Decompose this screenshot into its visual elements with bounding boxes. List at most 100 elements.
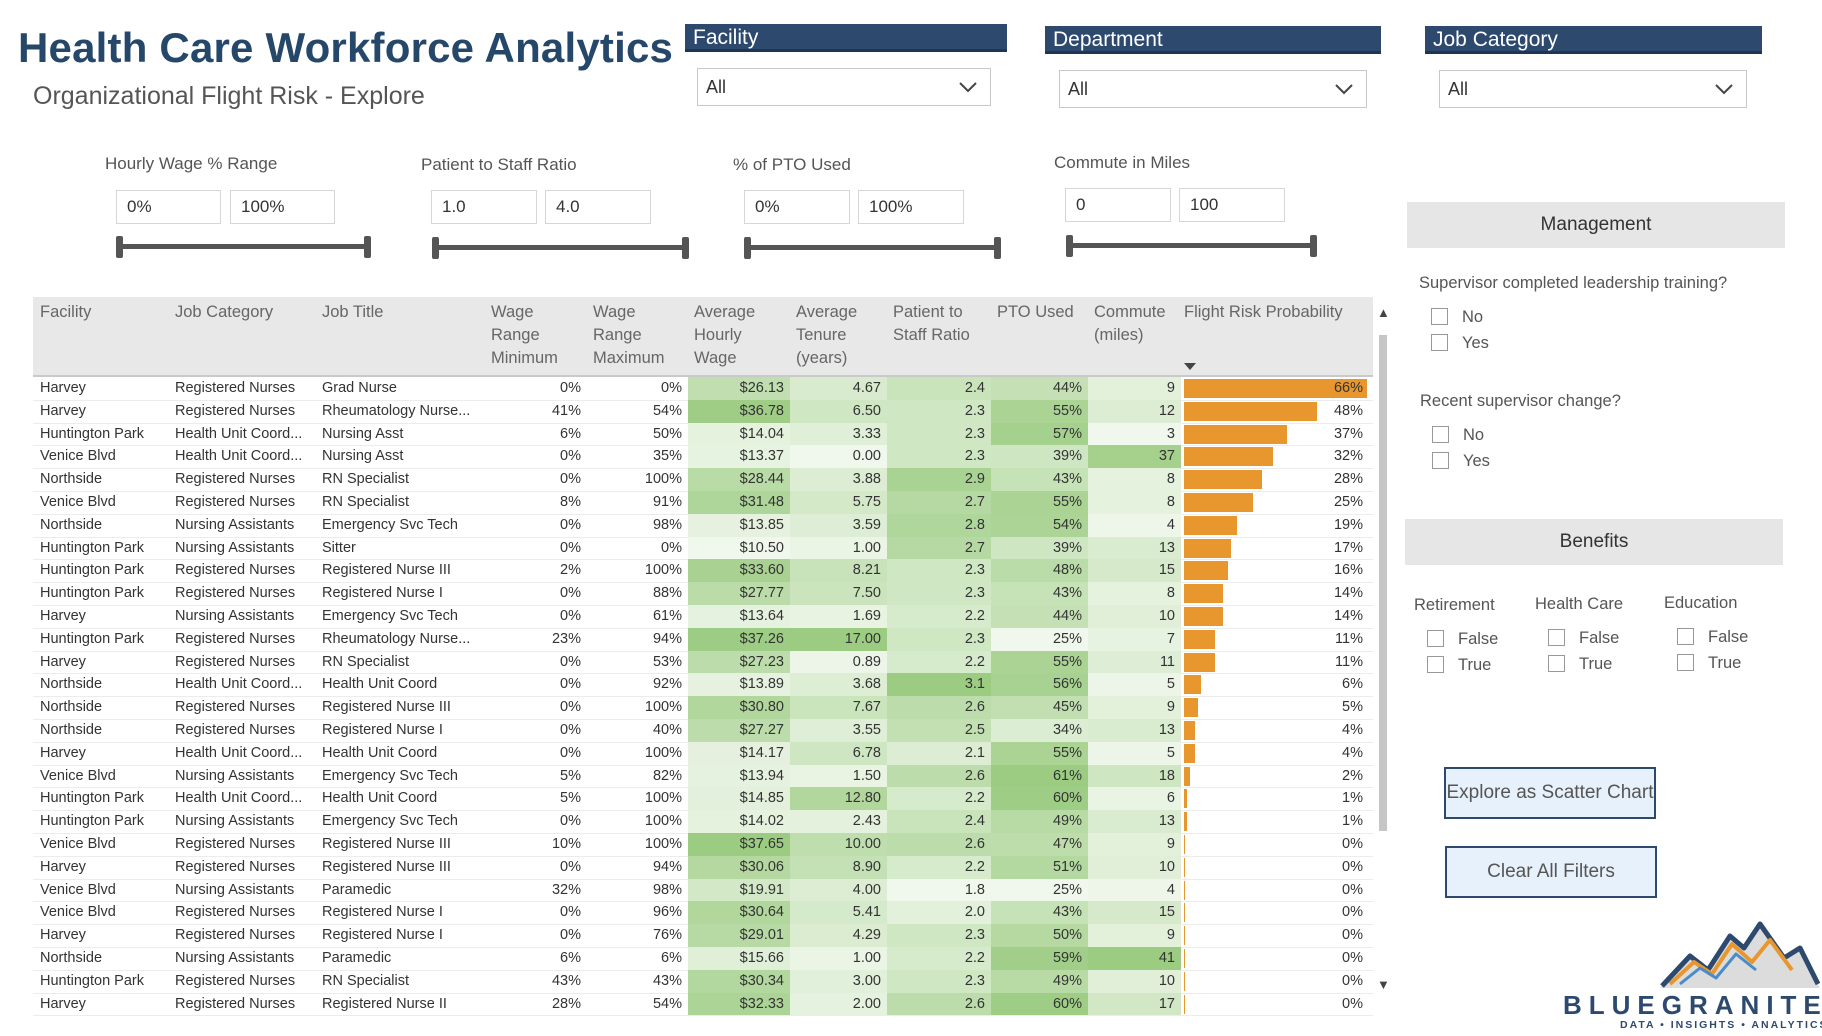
table-row[interactable]: Venice Blvd Registered Nurses Registered N… (33, 833, 1373, 857)
supervisor-change-yes-option[interactable]: Yes (1432, 449, 1490, 473)
checkbox[interactable] (1677, 654, 1694, 671)
retirement-false-option[interactable]: False (1427, 627, 1498, 651)
commute-slider-min-handle[interactable] (1066, 235, 1073, 257)
table-row[interactable]: Venice Blvd Nursing Assistants Emergency S… (33, 764, 1373, 789)
flight-risk-bar (1184, 401, 1318, 421)
table-row[interactable]: Huntington Park Registered Nurses Rheumato… (33, 627, 1373, 652)
table-cell: Registered Nurses (175, 380, 296, 396)
column-header[interactable]: Commute (miles) (1094, 303, 1166, 344)
checkbox[interactable] (1548, 655, 1565, 672)
table-row[interactable]: Huntington Park Nursing Assistants Sitter 0… (33, 536, 1373, 561)
table-cell: Registered Nurses (175, 402, 296, 419)
column-header[interactable]: Job Category (175, 303, 274, 321)
checkbox[interactable] (1548, 629, 1565, 646)
column-header[interactable]: Facility (40, 303, 92, 321)
commute-slider-max-handle[interactable] (1310, 235, 1317, 257)
table-row[interactable]: Northside Health Unit Coord... Health Unit… (33, 673, 1373, 698)
hourly-wage-slider-max-handle[interactable] (364, 236, 371, 258)
patient-staff-ratio-slider-min-handle[interactable] (432, 237, 439, 259)
leadership-training-no-option[interactable]: No (1431, 305, 1483, 329)
explore-scatter-chart-button[interactable]: Explore as Scatter Chart (1444, 767, 1656, 819)
pto-used-min-input[interactable]: 0% (744, 190, 850, 224)
table-row[interactable]: Harvey Registered Nurses Registered Nurse … (33, 924, 1373, 948)
column-header[interactable]: Patient to Staff Ratio (893, 303, 970, 344)
patient-staff-ratio-slider-track[interactable] (436, 245, 686, 250)
table-row[interactable]: Huntington Park Registered Nurses Register… (33, 559, 1373, 584)
patient-staff-ratio-min-input[interactable]: 1.0 (431, 190, 537, 224)
commute-max-input[interactable]: 100 (1179, 188, 1285, 222)
table-row[interactable]: Huntington Park Registered Nurses Register… (33, 582, 1373, 606)
table-row[interactable]: Harvey Health Unit Coord... Health Unit Co… (33, 741, 1373, 766)
table-row[interactable]: Venice Blvd Registered Nurses RN Specialis… (33, 491, 1373, 515)
job-category-dropdown[interactable]: All (1439, 70, 1747, 108)
department-dropdown[interactable]: All (1059, 70, 1367, 108)
supervisor-change-no-option[interactable]: No (1432, 423, 1484, 447)
table-row[interactable]: Venice Blvd Registered Nurses Registered N… (33, 901, 1373, 926)
scroll-down-icon[interactable]: ▼ (1377, 977, 1390, 992)
column-header[interactable]: Flight Risk Probability (1184, 303, 1343, 321)
health-care-false-option[interactable]: False (1548, 626, 1619, 650)
table-cell: Registered Nurse III (322, 836, 451, 852)
sort-descending-icon[interactable] (1184, 363, 1196, 370)
table-row[interactable]: Venice Blvd Health Unit Coord... Nursing A… (33, 445, 1373, 470)
table-row[interactable]: Northside Nursing Assistants Paramedic 6% 6%… (33, 947, 1373, 971)
scrollbar-thumb[interactable] (1379, 335, 1387, 831)
table-cell: 100% (644, 836, 682, 852)
table-scrollbar[interactable]: ▲ ▼ (1377, 305, 1390, 995)
option-label: No (1463, 426, 1485, 444)
table-row[interactable]: Huntington Park Nursing Assistants Emergen… (33, 810, 1373, 834)
column-header[interactable]: Average Tenure (years) (796, 303, 858, 367)
table-row[interactable]: Harvey Registered Nurses Rheumatology Nurs… (33, 399, 1373, 424)
flight-risk-value: 14% (1333, 585, 1363, 602)
table-row[interactable]: Northside Registered Nurses Registered Nur… (33, 696, 1373, 720)
education-false-option[interactable]: False (1677, 625, 1748, 649)
table-row[interactable]: Harvey Registered Nurses Registered Nurse … (33, 855, 1373, 880)
pto-used-max-input[interactable]: 100% (858, 190, 964, 224)
checkbox[interactable] (1432, 426, 1449, 443)
hourly-wage-slider-track[interactable] (120, 244, 368, 249)
commute-min-input[interactable]: 0 (1065, 188, 1171, 222)
column-header[interactable]: Wage Range Minimum (491, 303, 558, 367)
logo-wordmark: BLUEGRANITE (1563, 990, 1822, 1020)
column-header[interactable]: Wage Range Maximum (593, 303, 665, 367)
table-row[interactable]: Harvey Registered Nurses RN Specialist 0% 53… (33, 650, 1373, 675)
clear-all-filters-button[interactable]: Clear All Filters (1445, 846, 1657, 898)
checkbox[interactable] (1432, 452, 1449, 469)
pto-used-slider-track[interactable] (748, 245, 998, 250)
table-row[interactable]: Harvey Registered Nurses Registered Nurse … (33, 992, 1373, 1017)
table-row[interactable]: Northside Nursing Assistants Emergency Svc… (33, 513, 1373, 538)
table-row[interactable]: Huntington Park Registered Nurses RN Speci… (33, 969, 1373, 994)
pto-used-slider-max-handle[interactable] (994, 237, 1001, 259)
table-row[interactable]: Harvey Registered Nurses Grad Nurse 0% 0% $26… (33, 377, 1373, 401)
checkbox[interactable] (1677, 628, 1694, 645)
checkbox[interactable] (1427, 630, 1444, 647)
hourly-wage-min-input[interactable]: 0% (116, 190, 221, 224)
health-care-true-option[interactable]: True (1548, 652, 1612, 676)
table-row[interactable]: Huntington Park Health Unit Coord... Healt… (33, 787, 1373, 812)
checkbox[interactable] (1431, 308, 1448, 325)
table-row[interactable]: Huntington Park Health Unit Coord... Nursi… (33, 422, 1373, 447)
table-row[interactable]: Harvey Nursing Assistants Emergency Svc Te… (33, 605, 1373, 629)
pto-used-slider-min-handle[interactable] (744, 237, 751, 259)
column-header[interactable]: PTO Used (997, 303, 1074, 321)
patient-staff-ratio-slider-max-handle[interactable] (682, 237, 689, 259)
column-header[interactable]: Job Title (322, 303, 384, 321)
scroll-up-icon[interactable]: ▲ (1377, 305, 1390, 320)
table-row[interactable]: Northside Registered Nurses RN Specialist 0… (33, 468, 1373, 492)
column-header[interactable]: Average Hourly Wage (694, 303, 756, 367)
table-cell: Registered Nurse II (322, 995, 447, 1012)
leadership-training-yes-option[interactable]: Yes (1431, 331, 1489, 355)
commute-slider-track[interactable] (1070, 243, 1314, 248)
table-row[interactable]: Northside Registered Nurses Registered Nur… (33, 719, 1373, 743)
table-row[interactable]: Venice Blvd Nursing Assistants Paramedic 32… (33, 878, 1373, 903)
table-cell: 0.00 (790, 445, 887, 469)
retirement-true-option[interactable]: True (1427, 653, 1491, 677)
hourly-wage-slider-min-handle[interactable] (116, 236, 123, 258)
education-true-option[interactable]: True (1677, 651, 1741, 675)
checkbox[interactable] (1427, 656, 1444, 673)
hourly-wage-max-input[interactable]: 100% (230, 190, 335, 224)
table-cell: Paramedic (322, 950, 392, 966)
facility-dropdown[interactable]: All (697, 68, 991, 106)
patient-staff-ratio-max-input[interactable]: 4.0 (545, 190, 651, 224)
checkbox[interactable] (1431, 334, 1448, 351)
